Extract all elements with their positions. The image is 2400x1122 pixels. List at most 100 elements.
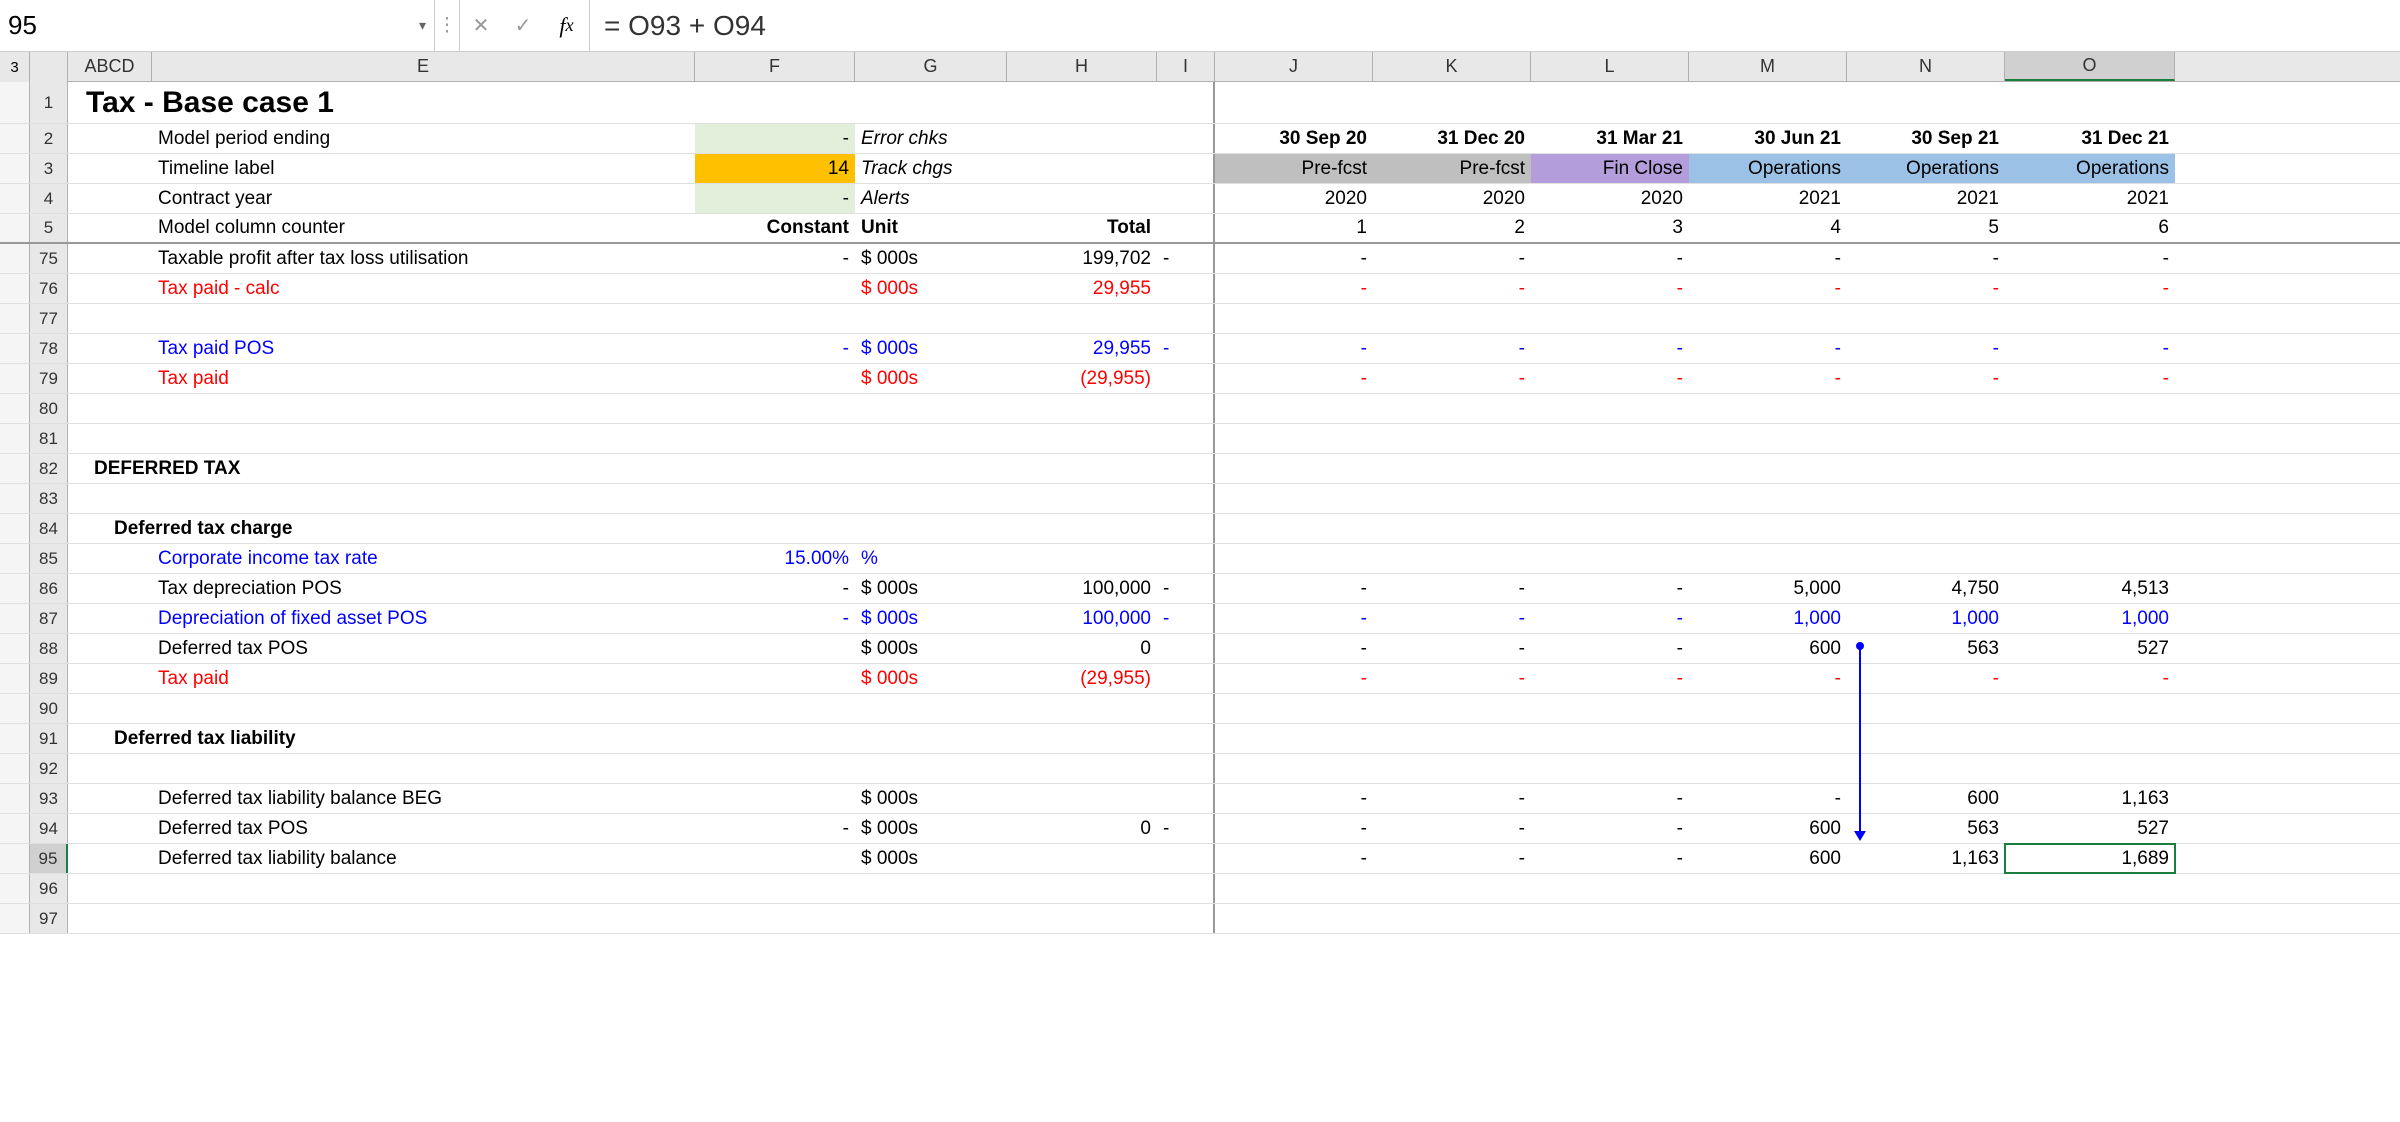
cell-m[interactable]: - <box>1689 784 1847 813</box>
cell-k[interactable]: - <box>1373 664 1531 693</box>
row-header-5[interactable]: 5 <box>30 214 68 242</box>
cell-h[interactable]: 29,955 <box>1007 334 1157 363</box>
row-header-80[interactable]: 80 <box>30 394 68 423</box>
cell-k[interactable] <box>1373 394 1531 423</box>
cell-f[interactable]: 14 <box>695 154 855 183</box>
cell-indent[interactable] <box>68 754 152 783</box>
cell-l[interactable]: 3 <box>1531 214 1689 242</box>
cell-j[interactable] <box>1215 304 1373 333</box>
cell-g[interactable]: $ 000s <box>855 364 1007 393</box>
col-header-i[interactable]: I <box>1157 52 1215 81</box>
cell-o[interactable]: 527 <box>2005 634 2175 663</box>
col-header-m[interactable]: M <box>1689 52 1847 81</box>
cell-k[interactable]: - <box>1373 784 1531 813</box>
cell-h[interactable] <box>1007 754 1157 783</box>
cell-l[interactable] <box>1531 754 1689 783</box>
row-header-96[interactable]: 96 <box>30 874 68 903</box>
cell-m[interactable]: - <box>1689 334 1847 363</box>
cell-indent[interactable] <box>68 604 152 633</box>
cell-g[interactable] <box>855 484 1007 513</box>
cell-i[interactable] <box>1157 274 1215 303</box>
cell-n[interactable] <box>1847 694 2005 723</box>
group-level-box[interactable]: 3 <box>0 52 30 82</box>
col-header-j[interactable]: J <box>1215 52 1373 81</box>
cell-i[interactable] <box>1157 304 1215 333</box>
cell-f[interactable] <box>695 304 855 333</box>
cell-o[interactable]: 1,689 <box>2005 844 2175 873</box>
cell-g[interactable]: $ 000s <box>855 664 1007 693</box>
cell-l[interactable]: Fin Close <box>1531 154 1689 183</box>
cell-i[interactable]: - <box>1157 574 1215 603</box>
cell-empty[interactable] <box>1215 82 1373 123</box>
row-header-94[interactable]: 94 <box>30 814 68 843</box>
cell-o[interactable] <box>2005 514 2175 543</box>
cell-indent[interactable] <box>68 154 152 183</box>
cell-f[interactable]: - <box>695 604 855 633</box>
cell-l[interactable] <box>1531 394 1689 423</box>
label-cell[interactable] <box>152 754 695 783</box>
cell-i[interactable] <box>1157 784 1215 813</box>
label-cell[interactable]: Corporate income tax rate <box>152 544 695 573</box>
cell-k[interactable]: - <box>1373 364 1531 393</box>
cell-m[interactable]: - <box>1689 274 1847 303</box>
label-cell[interactable]: Deferred tax POS <box>152 814 695 843</box>
cell-g[interactable]: $ 000s <box>855 814 1007 843</box>
cell-f[interactable] <box>695 754 855 783</box>
cell-i[interactable] <box>1157 514 1215 543</box>
cell-f[interactable]: 15.00% <box>695 544 855 573</box>
cell-g[interactable]: Track chgs <box>855 154 1007 183</box>
cell-f[interactable]: Constant <box>695 214 855 242</box>
cell-h[interactable]: (29,955) <box>1007 664 1157 693</box>
cell-k[interactable]: - <box>1373 844 1531 873</box>
label-cell[interactable] <box>152 904 695 933</box>
cell-h[interactable]: (29,955) <box>1007 364 1157 393</box>
cell-i[interactable] <box>1157 364 1215 393</box>
cell-g[interactable]: Unit <box>855 214 1007 242</box>
cell-j[interactable]: - <box>1215 634 1373 663</box>
cell-l[interactable] <box>1531 694 1689 723</box>
label-cell[interactable]: Model column counter <box>152 214 695 242</box>
cell-h[interactable] <box>1007 694 1157 723</box>
label-cell[interactable] <box>152 874 695 903</box>
cell-g[interactable] <box>855 394 1007 423</box>
cell-f[interactable] <box>695 664 855 693</box>
cell-m[interactable] <box>1689 904 1847 933</box>
cell-o[interactable]: 31 Dec 21 <box>2005 124 2175 153</box>
select-all-corner[interactable] <box>30 52 68 82</box>
cell-k[interactable]: - <box>1373 574 1531 603</box>
row-header-78[interactable]: 78 <box>30 334 68 363</box>
cell-j[interactable]: - <box>1215 784 1373 813</box>
cell-j[interactable]: 30 Sep 20 <box>1215 124 1373 153</box>
cell-f[interactable] <box>695 274 855 303</box>
subsection-header[interactable]: Deferred tax liability <box>108 724 695 753</box>
row-header-89[interactable]: 89 <box>30 664 68 693</box>
cancel-formula-icon[interactable]: ✕ <box>460 0 502 51</box>
cell-h[interactable] <box>1007 394 1157 423</box>
cell-m[interactable]: - <box>1689 244 1847 273</box>
row-header-86[interactable]: 86 <box>30 574 68 603</box>
name-box-dropdown-icon[interactable]: ▾ <box>419 17 426 34</box>
cell-k[interactable] <box>1373 304 1531 333</box>
label-cell[interactable]: Tax paid POS <box>152 334 695 363</box>
subsection-header[interactable]: Deferred tax charge <box>108 514 695 543</box>
cell-l[interactable]: - <box>1531 334 1689 363</box>
col-header-e[interactable]: E <box>152 52 695 81</box>
cell-g[interactable]: $ 000s <box>855 274 1007 303</box>
cell-h[interactable]: Total <box>1007 214 1157 242</box>
cell-m[interactable]: 4 <box>1689 214 1847 242</box>
cell-g[interactable]: $ 000s <box>855 844 1007 873</box>
cell-m[interactable]: 30 Jun 21 <box>1689 124 1847 153</box>
cell-l[interactable]: - <box>1531 574 1689 603</box>
cell-n[interactable] <box>1847 304 2005 333</box>
cell-n[interactable] <box>1847 424 2005 453</box>
cell-i[interactable] <box>1157 544 1215 573</box>
cell-k[interactable]: - <box>1373 244 1531 273</box>
cell-k[interactable] <box>1373 544 1531 573</box>
cell-indent[interactable] <box>68 184 152 213</box>
cell-indent[interactable] <box>68 694 152 723</box>
cell-n[interactable]: Operations <box>1847 154 2005 183</box>
cell-m[interactable]: 600 <box>1689 634 1847 663</box>
cell-empty[interactable] <box>1157 82 1215 123</box>
row-header-4[interactable]: 4 <box>30 184 68 213</box>
row-header-2[interactable]: 2 <box>30 124 68 153</box>
